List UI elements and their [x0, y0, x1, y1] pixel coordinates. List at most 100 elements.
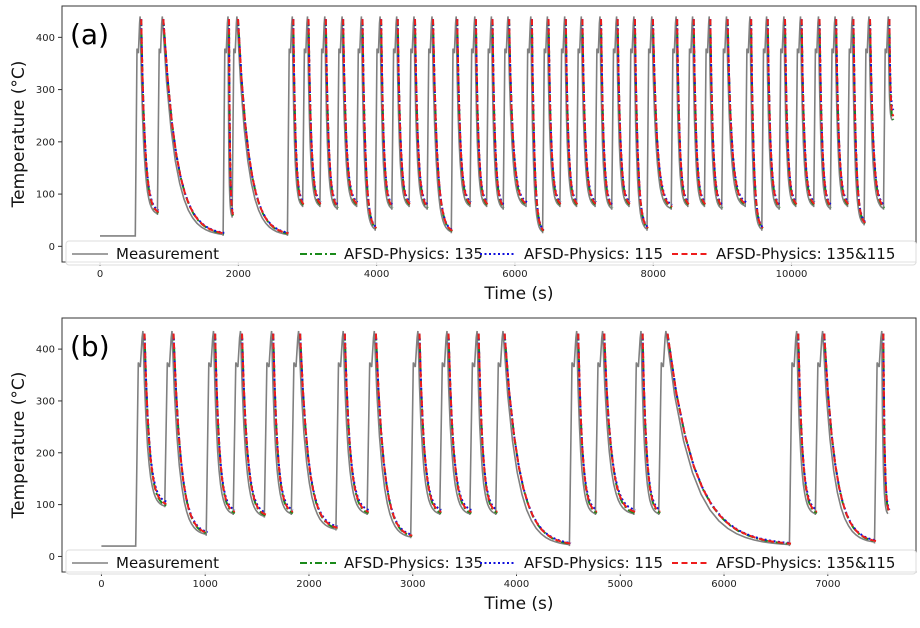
series-line-dashed — [343, 333, 369, 513]
series-line-dotted — [432, 19, 453, 231]
series-line-dashed — [491, 19, 505, 208]
series-line-dashed — [530, 19, 545, 232]
series-line-dashdot — [852, 19, 866, 225]
series-line-dotted — [547, 19, 562, 203]
series-line-dashed — [784, 19, 798, 205]
series-line-dashdot — [374, 333, 413, 538]
x-axis-label-b: Time (s) — [483, 594, 553, 614]
x-tick-label: 3000 — [400, 579, 425, 590]
series-line-dashed — [172, 333, 209, 535]
x-tick-label: 0 — [98, 579, 104, 590]
y-tick-label: 400 — [36, 33, 55, 44]
chart-panel-a: 0 2000 4000 6000 8000 10000 0 100 200 300 400 (a)… — [9, 5, 917, 304]
series-line-dashdot — [342, 19, 359, 207]
x-tick-label: 10000 — [776, 269, 808, 280]
legend-b: Measurement AFSD-Physics: 135 AFSD-Physi… — [65, 549, 917, 575]
series-line-dashed — [456, 19, 472, 205]
series-line-dashed — [750, 19, 764, 229]
series-line-dashdot — [299, 333, 338, 530]
series-line-dotted — [823, 333, 877, 542]
series-line-dashdot — [726, 19, 747, 207]
series-line-dashed — [676, 19, 690, 205]
x-tick-label: 7000 — [815, 579, 840, 590]
series-line-dashed — [603, 333, 636, 513]
series-line-dashdot — [709, 19, 724, 209]
series-line-dotted — [361, 19, 377, 229]
series-line-dashed — [869, 19, 886, 208]
series-line-dashed — [818, 19, 833, 208]
curves-b — [101, 330, 891, 547]
y-tick-label: 200 — [36, 137, 55, 148]
x-tick-label: 6000 — [502, 269, 527, 280]
series-measurement-line — [101, 330, 889, 547]
series-line-dashed — [324, 19, 339, 208]
series-line-dashed — [292, 19, 305, 205]
series-line-dotted — [676, 19, 690, 203]
series-line-dashed — [641, 333, 661, 513]
series-line-dashdot — [456, 19, 472, 207]
series-line-dotted — [564, 19, 579, 203]
x-tick-label: 5000 — [608, 579, 633, 590]
series-measurement-line — [100, 16, 894, 237]
panel-label-a: (a) — [70, 18, 109, 51]
curves-a — [100, 16, 895, 237]
series-line-dotted — [530, 19, 545, 231]
series-line-dashed — [307, 19, 322, 205]
series-line-dotted — [474, 19, 489, 203]
series-line-dotted — [784, 19, 798, 203]
series-line-dotted — [418, 333, 442, 511]
series-line-dashed — [508, 19, 528, 205]
series-line-dotted — [447, 333, 472, 511]
series-line-dashed — [241, 333, 267, 516]
series-line-dashed — [374, 333, 413, 537]
series-line-dashed — [882, 333, 891, 513]
series-line-dashdot — [869, 19, 886, 209]
series-line-dashed — [709, 19, 724, 208]
plot-frame-b — [61, 317, 917, 573]
series-line-dotted — [835, 19, 850, 203]
legend-entry-afsd-135-115: AFSD-Physics: 135&115 — [716, 554, 895, 572]
series-line-dashed — [577, 333, 598, 513]
legend-entry-afsd-115: AFSD-Physics: 115 — [524, 245, 663, 263]
series-line-dotted — [508, 19, 528, 203]
series-line-dashdot — [818, 19, 832, 209]
series-line-dashed — [474, 19, 489, 205]
series-line-dashed — [414, 19, 429, 208]
legend-entry-afsd-135: AFSD-Physics: 135 — [344, 554, 483, 572]
series-line-dashed — [823, 333, 877, 542]
y-tick-label: 100 — [36, 500, 55, 511]
series-line-dashed — [143, 333, 167, 505]
series-line-dotted — [143, 333, 167, 503]
series-line-dashed — [564, 19, 579, 205]
x-tick-label: 6000 — [711, 579, 736, 590]
series-line-dashdot — [581, 19, 597, 207]
series-line-dotted — [726, 19, 747, 203]
series-line-dotted — [396, 19, 411, 203]
y-axis-label-b: Temperature (°C) — [9, 372, 29, 520]
series-line-dotted — [577, 333, 598, 511]
x-tick-label: 0 — [97, 269, 103, 280]
y-tick-label: 300 — [36, 396, 55, 407]
series-line-dotted — [456, 19, 472, 203]
series-line-dashed — [380, 19, 394, 208]
series-line-dotted — [750, 19, 764, 229]
series-line-dashed — [666, 333, 792, 545]
x-axis-ticks-b: 0 1000 2000 3000 4000 5000 6000 7000 — [98, 572, 841, 590]
series-line-dashed — [692, 19, 707, 205]
series-line-dotted — [581, 19, 597, 203]
x-tick-label: 4000 — [364, 269, 389, 280]
y-tick-label: 400 — [36, 345, 55, 356]
series-line-dotted — [214, 333, 236, 511]
series-line-dashed — [726, 19, 747, 205]
series-line-dotted — [292, 19, 305, 203]
series-line-dashed — [766, 19, 781, 208]
legend-entry-measurement: Measurement — [116, 245, 219, 263]
series-line-dashed — [888, 19, 895, 117]
series-line-dotted — [477, 333, 498, 511]
y-axis-label-a: Temperature (°C) — [9, 61, 29, 209]
series-line-dashed — [477, 333, 498, 513]
series-line-dashed — [228, 19, 235, 216]
series-line-dashed — [299, 333, 338, 529]
chart-panel-b: 0 1000 2000 3000 4000 5000 6000 7000 0 100 200 300… — [9, 317, 917, 614]
series-line-dashed — [396, 19, 411, 205]
